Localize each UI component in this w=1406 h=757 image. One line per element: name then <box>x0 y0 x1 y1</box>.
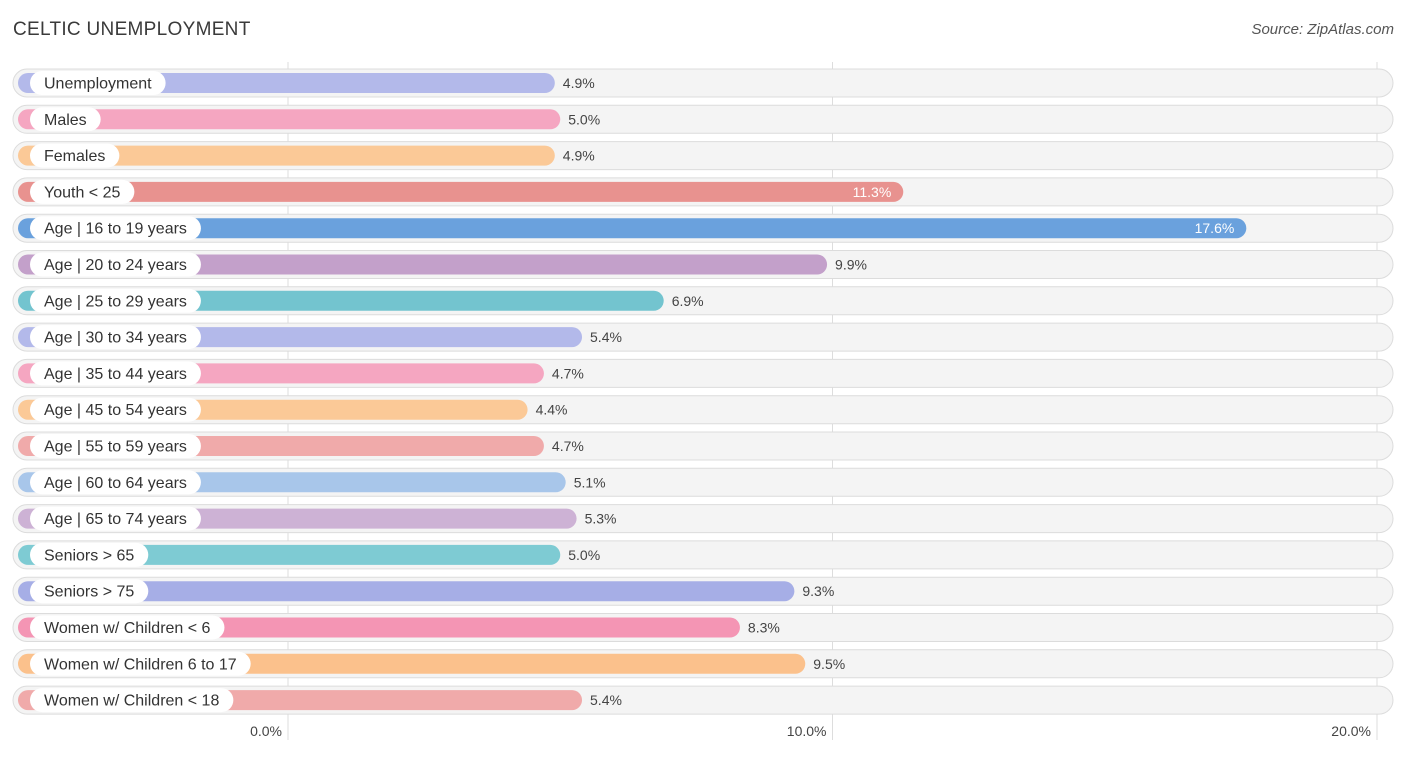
category-pill <box>30 288 201 313</box>
value-label: 9.5% <box>813 656 845 672</box>
bar <box>18 254 828 275</box>
bar-row: Age | 55 to 59 years 4.7% <box>12 431 1394 461</box>
category-pill <box>30 397 201 422</box>
category-label: Age | 30 to 34 years <box>44 330 187 347</box>
bar-row: Age | 20 to 24 years 9.9% <box>12 250 1394 279</box>
category-label: Youth < 25 <box>44 184 120 201</box>
x-tick-label: 0.0% <box>250 723 282 739</box>
category-pill <box>30 542 149 567</box>
value-label: 4.4% <box>536 402 568 418</box>
bar-row: Age | 45 to 54 years 4.4% <box>12 395 1394 425</box>
x-axis-ticks: 0.0% 10.0% 20.0% <box>250 723 1371 739</box>
bar-row: Women w/ Children < 18 5.4% <box>12 685 1394 715</box>
value-label: 8.3% <box>748 620 780 636</box>
value-label: 6.9% <box>672 293 704 309</box>
category-label: Seniors > 75 <box>44 584 134 601</box>
bar-row: Youth < 25 11.3% <box>12 177 1394 207</box>
source-note: Source: ZipAtlas.com <box>1251 21 1394 38</box>
bar-row: Males 5.0% <box>12 104 1394 134</box>
category-pill <box>30 506 201 531</box>
bar <box>18 145 555 166</box>
value-label: 4.9% <box>563 75 595 91</box>
value-label: 9.3% <box>802 583 834 599</box>
category-label: Age | 60 to 64 years <box>44 475 187 492</box>
value-label: 5.0% <box>568 547 600 563</box>
category-label: Age | 55 to 59 years <box>44 439 187 456</box>
bar-row: Females 4.9% <box>12 141 1394 171</box>
bar-row: Age | 35 to 44 years 4.7% <box>12 358 1394 388</box>
category-label: Women w/ Children 6 to 17 <box>44 656 237 673</box>
bar-row: Age | 25 to 29 years 6.9% <box>12 286 1394 316</box>
bar <box>18 544 561 565</box>
chart-title: CELTIC UNEMPLOYMENT <box>13 19 251 40</box>
value-label: 17.6% <box>1195 220 1235 236</box>
category-pill <box>30 143 120 168</box>
bar-row: Age | 60 to 64 years 5.1% <box>12 467 1394 497</box>
category-pill <box>30 252 201 277</box>
bar-row: Women w/ Children < 6 8.3% <box>12 613 1394 642</box>
bar-row: Age | 65 to 74 years 5.3% <box>12 504 1394 534</box>
value-label: 5.3% <box>585 511 617 527</box>
category-pill <box>30 71 166 95</box>
category-pill <box>30 107 101 132</box>
category-pill <box>30 470 201 495</box>
bar <box>18 581 795 602</box>
value-label: 9.9% <box>835 257 867 273</box>
category-label: Age | 65 to 74 years <box>44 511 187 528</box>
category-pill <box>30 216 201 241</box>
value-label: 5.4% <box>590 329 622 345</box>
x-tick-label: 20.0% <box>1331 723 1371 739</box>
category-label: Unemployment <box>44 76 152 93</box>
bar-rows: Unemployment 4.9% Males 5.0% Females 4.9% Yout… <box>12 68 1394 715</box>
category-pill <box>30 325 201 350</box>
category-pill <box>30 651 251 676</box>
category-label: Age | 25 to 29 years <box>44 293 187 310</box>
x-tick-label: 10.0% <box>787 723 827 739</box>
value-label: 4.7% <box>552 365 584 381</box>
bar-row: Seniors > 65 5.0% <box>12 540 1394 570</box>
category-pill <box>30 361 201 386</box>
bar <box>18 181 904 202</box>
category-label: Women w/ Children < 18 <box>44 693 219 710</box>
category-label: Females <box>44 148 105 165</box>
bar-row: Women w/ Children 6 to 17 9.5% <box>12 649 1394 679</box>
bar <box>18 109 561 130</box>
bar-row: Age | 16 to 19 years 17.6% <box>12 213 1394 243</box>
category-label: Males <box>44 112 87 129</box>
category-pill <box>30 615 225 640</box>
value-label: 5.4% <box>590 692 622 708</box>
bar-row: Age | 30 to 34 years 5.4% <box>12 322 1394 352</box>
bar <box>18 218 1247 239</box>
bar-row: Unemployment 4.9% <box>12 68 1394 98</box>
category-pill <box>30 688 234 713</box>
category-label: Age | 20 to 24 years <box>44 257 187 274</box>
value-label: 11.3% <box>853 184 892 200</box>
category-pill <box>30 434 201 458</box>
value-label: 4.9% <box>563 148 595 164</box>
category-label: Seniors > 65 <box>44 547 134 564</box>
value-label: 4.7% <box>552 438 584 454</box>
category-label: Age | 16 to 19 years <box>44 221 187 238</box>
category-label: Age | 45 to 54 years <box>44 402 187 419</box>
category-label: Women w/ Children < 6 <box>44 620 211 637</box>
category-pill <box>30 179 135 204</box>
bar-row: Seniors > 75 9.3% <box>12 576 1394 606</box>
category-pill <box>30 579 149 604</box>
value-label: 5.1% <box>574 474 606 490</box>
category-label: Age | 35 to 44 years <box>44 366 187 383</box>
value-label: 5.0% <box>568 111 600 127</box>
